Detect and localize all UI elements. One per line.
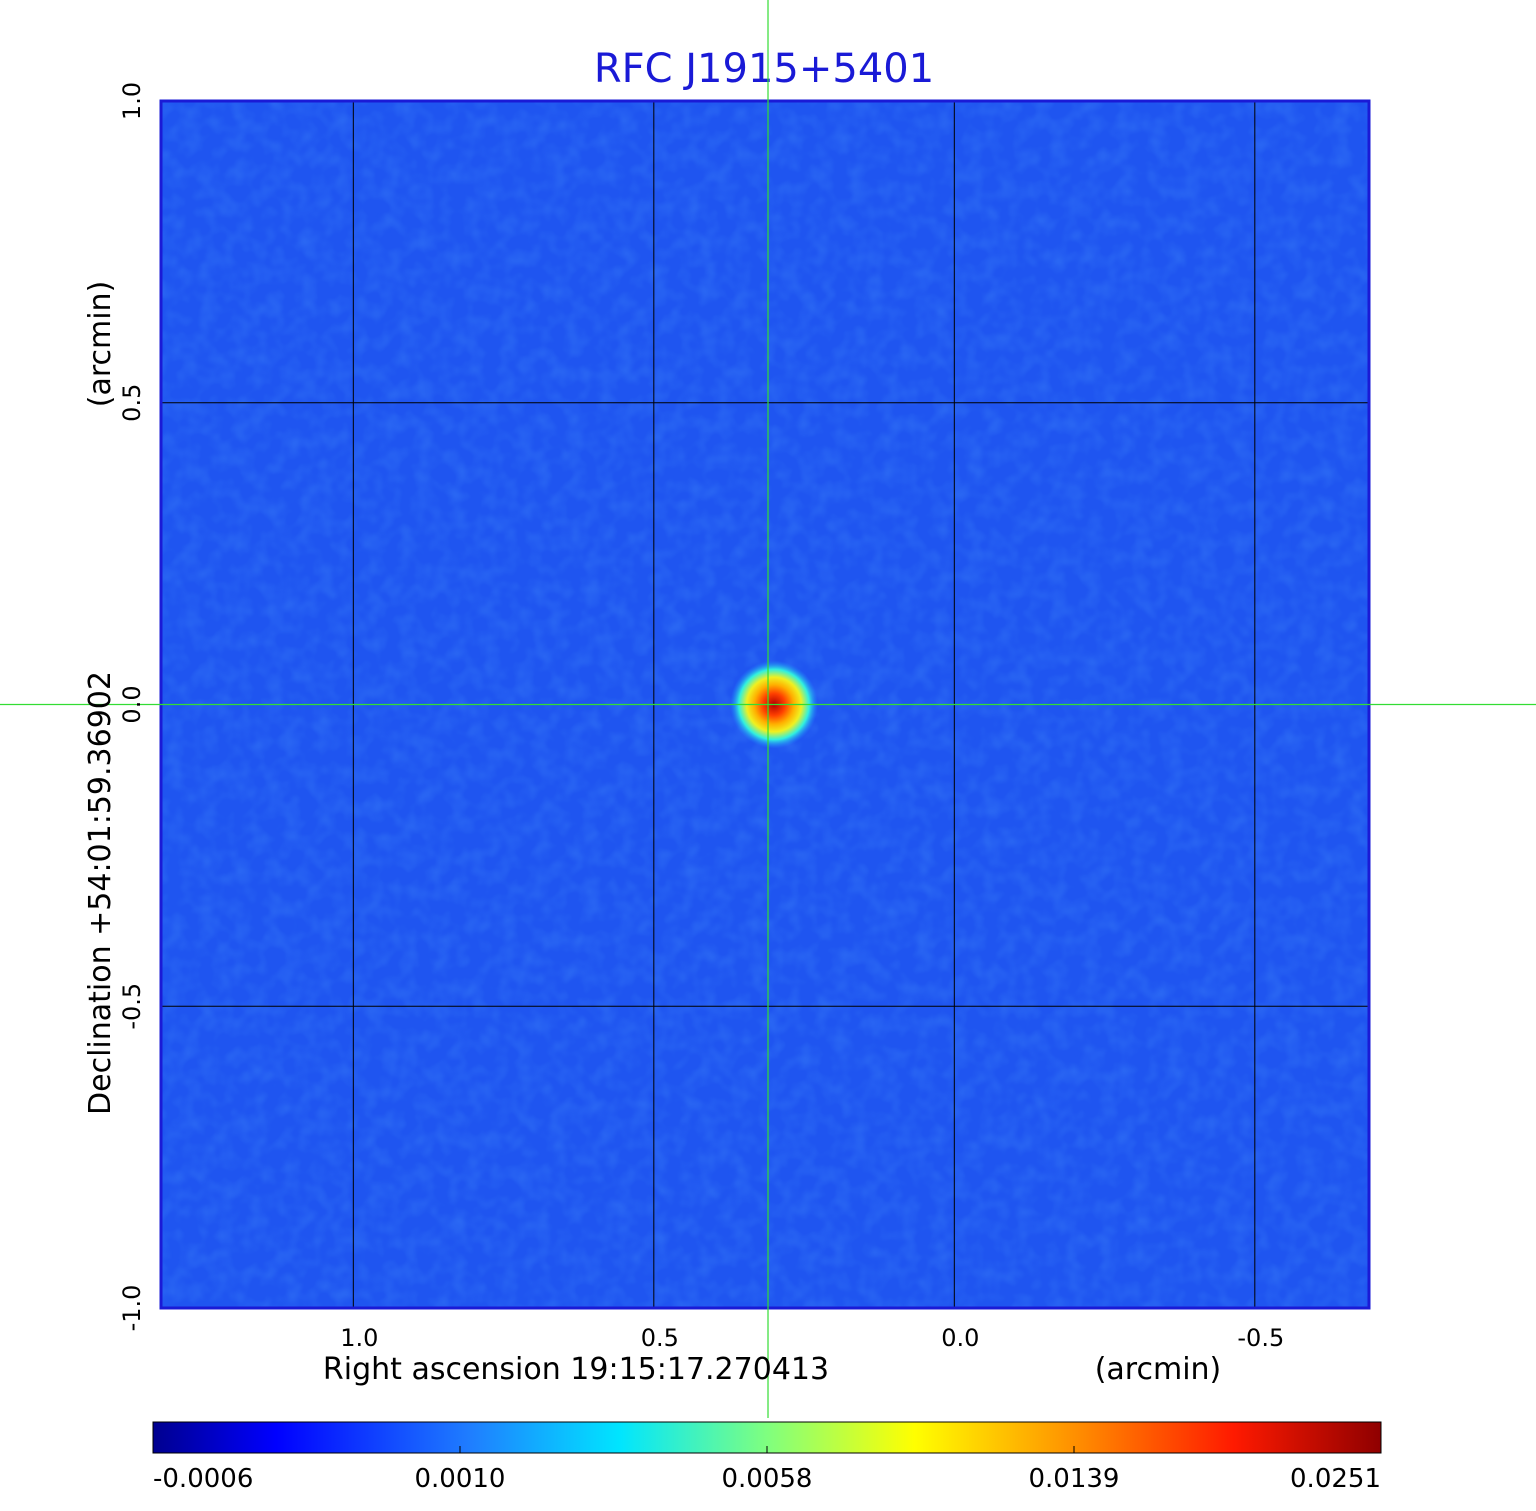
y-tick-label: -1.0	[118, 1285, 146, 1332]
colorbar-tick-labels: -0.0006 0.0010 0.0058 0.0139 0.0251	[152, 1446, 1382, 1494]
colorbar-tick-label: 0.0010	[415, 1464, 506, 1494]
colorbar-tick-label: 0.0251	[1290, 1464, 1381, 1494]
y-tick-labels: 1.0 0.5 0.0 -0.5 -1.0	[118, 82, 146, 1332]
x-tick-label: 0.0	[941, 1324, 979, 1352]
colorbar-tick-label: -0.0006	[153, 1464, 253, 1494]
x-axis-unit: (arcmin)	[1095, 1352, 1222, 1387]
y-tick-label: -0.5	[118, 983, 146, 1030]
x-tick-label: 1.0	[340, 1324, 378, 1352]
chart-title: RFC J1915+5401	[594, 46, 934, 92]
x-tick-label: -0.5	[1237, 1324, 1284, 1352]
y-axis-label: Declination +54:01:59.36902	[83, 671, 118, 1115]
colorbar-tick-label: 0.0058	[722, 1464, 813, 1494]
colorbar-tick-label: 0.0139	[1029, 1464, 1120, 1494]
x-tick-label: 0.5	[641, 1324, 679, 1352]
x-tick-labels: 1.0 0.5 0.0 -0.5	[340, 1324, 1284, 1352]
x-axis-label: Right ascension 19:15:17.270413	[323, 1352, 829, 1387]
y-axis-unit: (arcmin)	[83, 281, 118, 408]
y-tick-label: 1.0	[118, 82, 146, 120]
y-tick-label: 0.0	[118, 685, 146, 723]
y-tick-label: 0.5	[118, 384, 146, 422]
